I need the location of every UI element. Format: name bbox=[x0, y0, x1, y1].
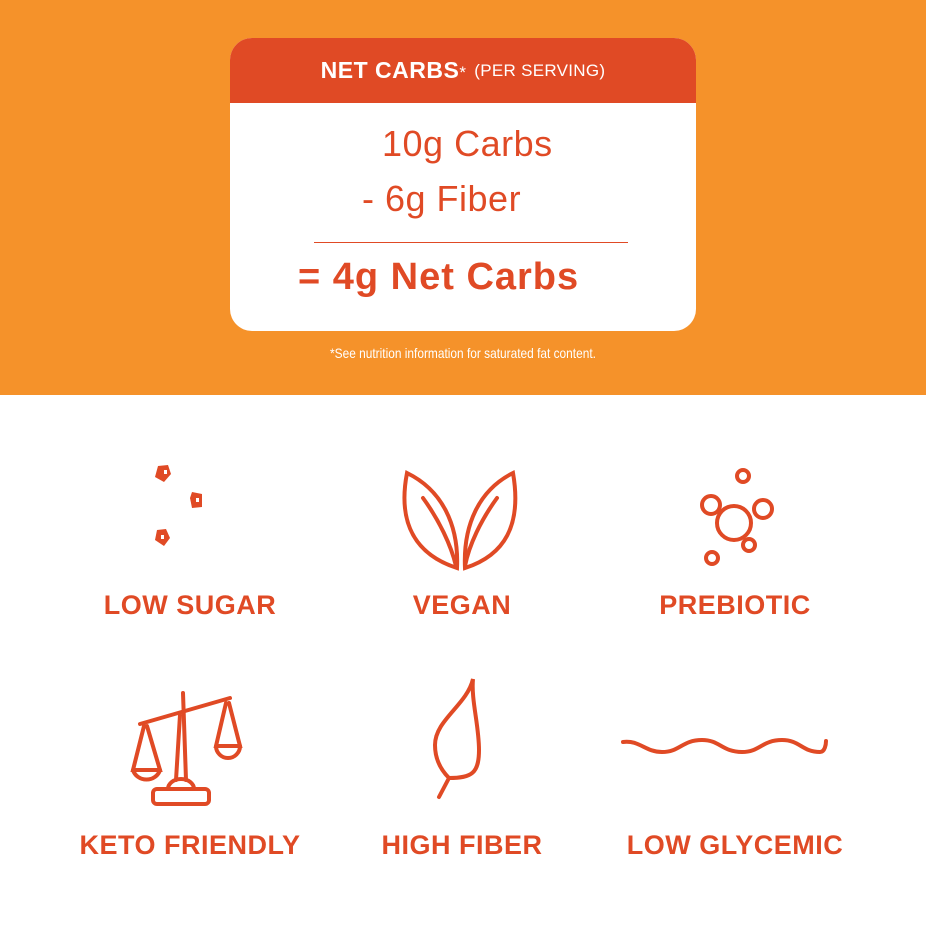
leaf-icon bbox=[432, 678, 482, 799]
keto-friendly-label: KETO FRIENDLY bbox=[79, 830, 301, 860]
footnote: *See nutrition information for saturated… bbox=[330, 345, 596, 361]
header-subtitle: (PER SERVING) bbox=[474, 60, 606, 80]
vegan-label: VEGAN bbox=[412, 590, 512, 620]
low-sugar-feature bbox=[40, 460, 340, 560]
net-carbs-result: = 4g Net Carbs bbox=[298, 256, 580, 298]
high-fiber-feature bbox=[312, 675, 612, 801]
low-glycemic-label: LOW GLYCEMIC bbox=[626, 830, 844, 860]
molecule-icon bbox=[700, 468, 774, 566]
divider bbox=[314, 242, 628, 243]
net-carbs-card: NET CARBS* (PER SERVING) 10g Carbs - 6g … bbox=[230, 38, 696, 331]
two-leaves-icon bbox=[402, 470, 518, 571]
vegan-feature bbox=[312, 470, 612, 572]
wave-icon bbox=[621, 737, 828, 755]
card-header: NET CARBS* (PER SERVING) bbox=[230, 38, 696, 103]
low-sugar-label: LOW SUGAR bbox=[103, 590, 277, 620]
fiber-line: - 6g Fiber bbox=[362, 178, 522, 219]
header-title: NET CARBS bbox=[320, 57, 460, 83]
sugar-cubes-icon bbox=[155, 465, 202, 546]
carbs-line: 10g Carbs bbox=[382, 123, 553, 164]
header-asterisk: * bbox=[459, 63, 467, 82]
scale-icon bbox=[130, 691, 243, 806]
high-fiber-label: HIGH FIBER bbox=[381, 830, 543, 860]
keto-friendly-feature bbox=[40, 690, 340, 810]
prebiotic-feature bbox=[585, 465, 885, 570]
low-glycemic-feature bbox=[575, 730, 875, 760]
prebiotic-label: PREBIOTIC bbox=[659, 590, 811, 620]
orange-banner: NET CARBS* (PER SERVING) 10g Carbs - 6g … bbox=[0, 0, 926, 395]
